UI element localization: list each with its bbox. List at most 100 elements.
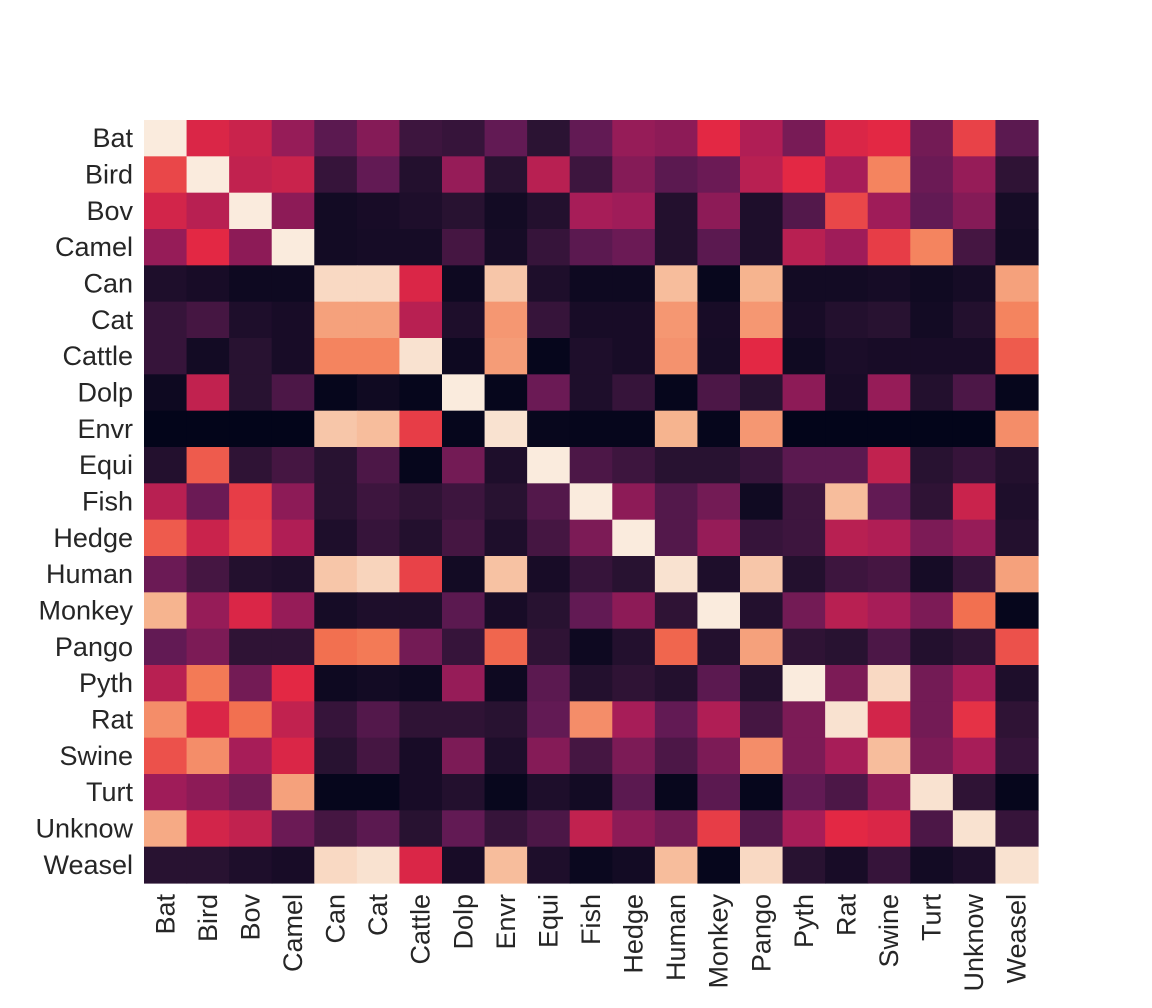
heatmap-cell-bird-fish [569,156,613,194]
heatmap-cell-hedge-human [654,519,699,557]
heatmap-cell-camel-pango [740,229,784,266]
heatmap-cell-can-hedge [612,265,656,303]
heatmap-cell-can-camel [271,265,315,303]
heatmap-cell-hedge-swine [867,519,911,557]
heatmap-cell-bird-turt [910,156,954,194]
heatmap-cell-unknow-monkey [697,810,741,848]
heatmap-cell-envr-camel [271,410,315,448]
heatmap-cell-bov-weasel [995,192,1039,230]
heatmap-cell-monkey-rat [825,592,869,630]
x-tick-label: Camel [278,894,308,972]
heatmap-cell-dolp-camel [271,374,315,412]
heatmap-cell-can-bov [229,265,273,303]
y-tick-label: Equi [79,450,133,480]
heatmap-cell-pyth-swine [867,665,911,702]
heatmap-cell-unknow-bat [144,810,188,848]
x-tick-label: Human [661,894,691,981]
heatmap-cell-camel-cattle [399,229,443,266]
heatmap-cell-dolp-cattle [399,374,443,412]
heatmap-cell-pango-turt [910,628,954,666]
heatmap-cell-dolp-turt [910,374,954,412]
heatmap-cell-human-weasel [995,556,1039,593]
heatmap-cell-can-unknow [952,265,997,303]
heatmap-cell-hedge-bat [144,519,188,557]
heatmap-cell-envr-bat [144,410,188,448]
y-tick-labels: Bat Bird Bov Camel Can Cat Cattle Dolp Envr Equi F… [35,123,133,880]
heatmap-cell-swine-envr [484,737,528,775]
heatmap-cell-bird-equi [527,156,571,194]
heatmap-cell-bird-rat [825,156,869,194]
heatmap-cell-rat-weasel [995,701,1039,739]
heatmap-cell-unknow-bird [186,810,230,848]
heatmap-cell-weasel-envr [484,846,528,884]
heatmap-cell-pango-swine [867,628,911,666]
heatmap-cell-unknow-rat [825,810,869,848]
heatmap-cell-camel-fish [569,229,613,266]
y-tick-label: Swine [59,741,133,771]
heatmap-cell-monkey-bov [229,592,273,630]
heatmap-cell-pango-dolp [442,628,486,666]
y-tick-label: Turt [86,777,133,807]
heatmap-cell-cat-human [654,301,699,339]
heatmap-cell-weasel-camel [271,846,315,884]
heatmap-cell-rat-camel [271,701,315,739]
heatmap-cell-rat-monkey [697,701,741,739]
heatmap-cell-equi-cattle [399,447,443,484]
heatmap-cell-hedge-pyth [782,519,826,557]
heatmap-cell-can-cattle [399,265,443,303]
heatmap-cell-cat-fish [569,301,613,339]
heatmap-cell-cattle-envr [484,338,528,375]
y-tick-label: Camel [55,232,133,262]
heatmap-cell-fish-hedge [612,483,656,521]
y-tick-label: Unknow [35,814,133,844]
heatmap-cell-bat-pango [740,120,784,157]
heatmap-cell-unknow-weasel [995,810,1039,848]
heatmap-cell-bird-monkey [697,156,741,194]
heatmap-cell-bat-fish [569,120,613,157]
heatmap-cell-unknow-unknow [952,810,997,848]
x-tick-label: Hedge [619,894,649,974]
heatmap-cell-pango-fish [569,628,613,666]
heatmap-cell-envr-cattle [399,410,443,448]
heatmap-cell-swine-cat [356,737,401,775]
heatmap-cell-camel-pyth [782,229,826,266]
heatmap-cell-dolp-weasel [995,374,1039,412]
heatmap-cell-pango-pango [740,628,784,666]
heatmap-cell-envr-weasel [995,410,1039,448]
heatmap-cell-bov-hedge [612,192,656,230]
heatmap-cell-envr-bov [229,410,273,448]
heatmap-cell-can-turt [910,265,954,303]
heatmap-cell-cattle-fish [569,338,613,375]
heatmap-cell-can-bird [186,265,230,303]
heatmap-cell-pango-unknow [952,628,997,666]
heatmap-cell-swine-turt [910,737,954,775]
heatmap-cell-can-can [314,265,358,303]
heatmap-cell-pyth-pyth [782,665,826,702]
heatmap-cell-monkey-equi [527,592,571,630]
heatmap-cell-unknow-equi [527,810,571,848]
heatmap-cell-equi-swine [867,447,911,484]
heatmap-cell-human-dolp [442,556,486,593]
heatmap-cell-cattle-rat [825,338,869,375]
heatmap-cell-cat-cat [356,301,401,339]
heatmap-cell-equi-human [654,447,699,484]
heatmap-cell-unknow-envr [484,810,528,848]
heatmap-cell-pango-cattle [399,628,443,666]
heatmap-cell-envr-swine [867,410,911,448]
heatmap-cell-bird-human [654,156,699,194]
heatmap-cell-unknow-human [654,810,699,848]
heatmap-cell-fish-swine [867,483,911,521]
heatmap-cell-turt-swine [867,774,911,811]
heatmap-cell-fish-weasel [995,483,1039,521]
heatmap-cell-bird-camel [271,156,315,194]
heatmap-cell-rat-cattle [399,701,443,739]
y-tick-label: Human [46,559,133,589]
x-tick-label: Envr [491,894,521,950]
heatmap-cell-unknow-camel [271,810,315,848]
heatmap-cell-dolp-cat [356,374,401,412]
heatmap-cell-equi-cat [356,447,401,484]
heatmap-cell-envr-hedge [612,410,656,448]
heatmap-cell-bat-can [314,120,358,157]
heatmap-cell-human-pango [740,556,784,593]
